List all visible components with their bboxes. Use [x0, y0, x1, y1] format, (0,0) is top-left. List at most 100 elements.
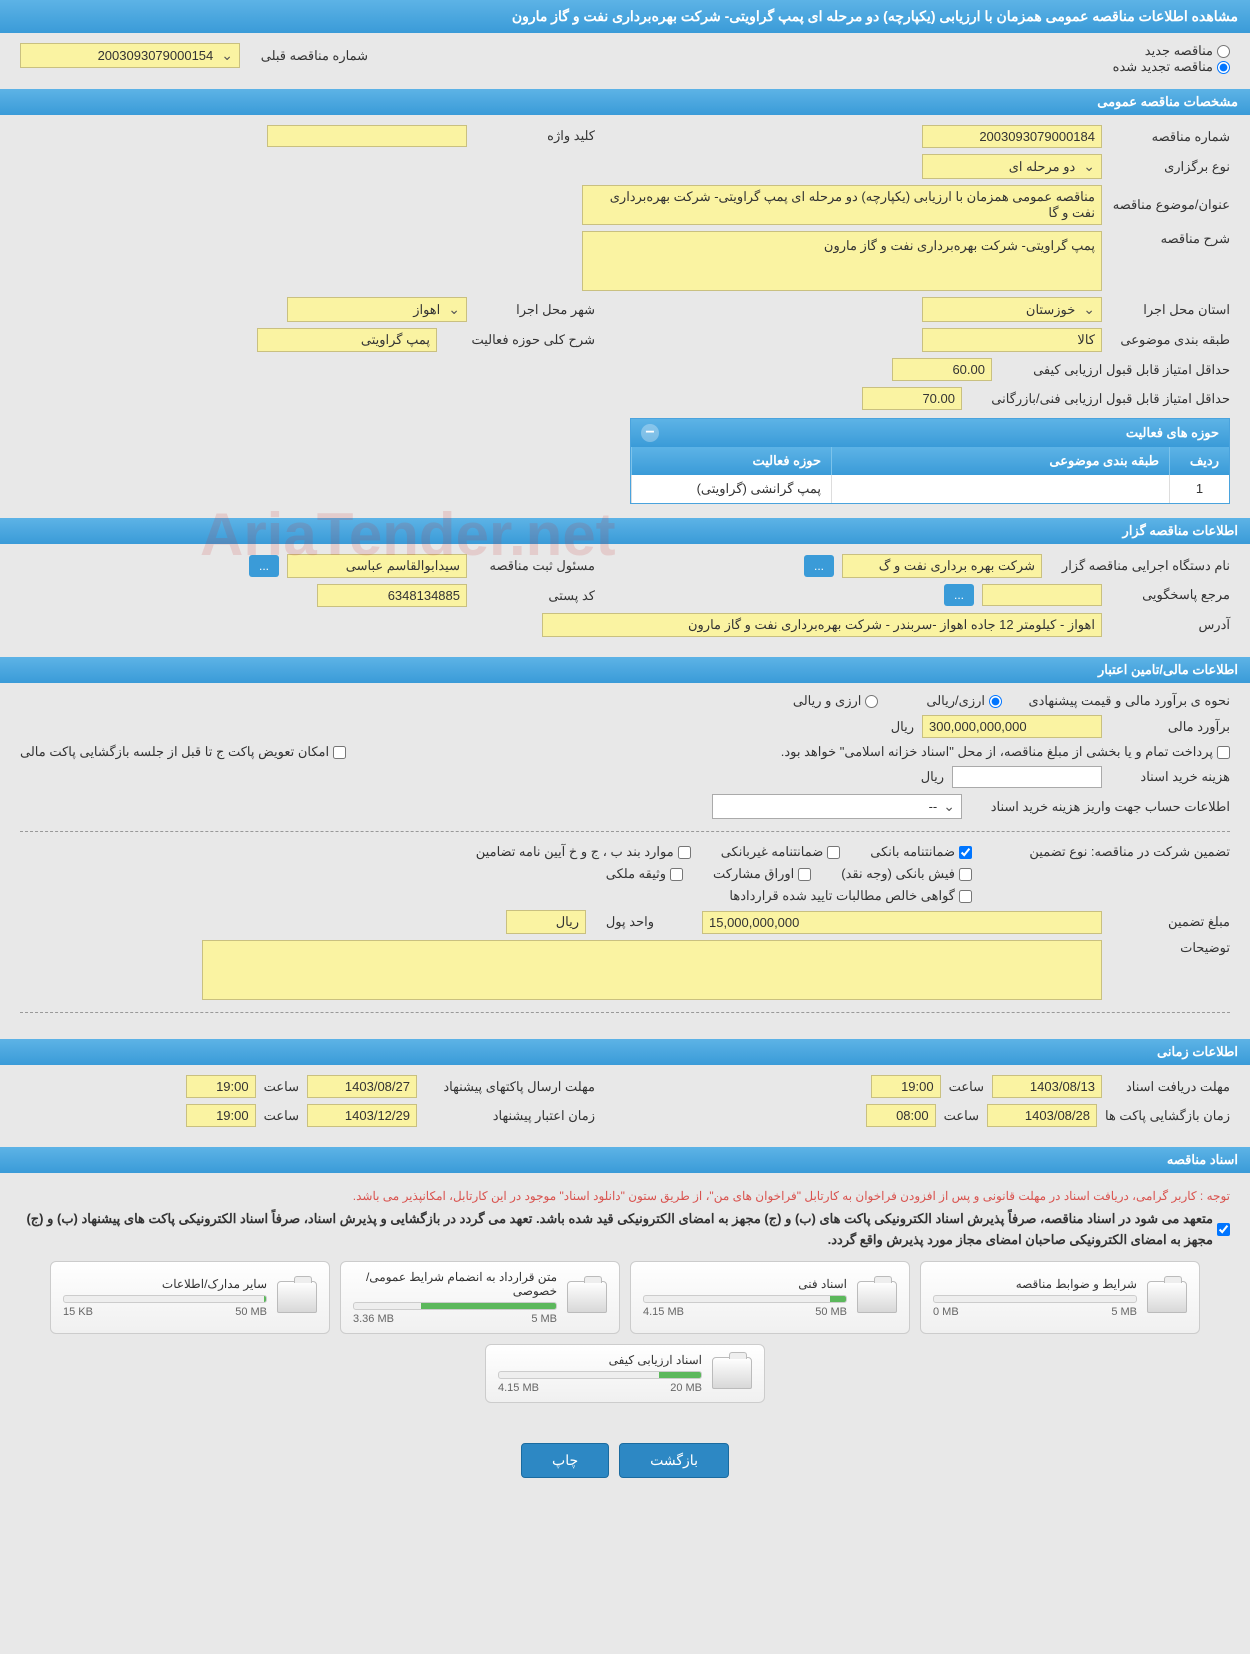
validity-date-field: 1403/12/29: [307, 1104, 417, 1127]
org-lookup-button[interactable]: ...: [804, 555, 834, 577]
responsible-lookup-button[interactable]: ...: [249, 555, 279, 577]
receive-deadline-label: مهلت دریافت اسناد: [1110, 1079, 1230, 1095]
tender-number-label: شماره مناقصه: [1110, 129, 1230, 145]
chk2-input[interactable]: [827, 846, 840, 859]
progress-fill: [421, 1303, 556, 1309]
file-card[interactable]: شرایط و ضوابط مناقصه0 MB5 MB: [920, 1261, 1200, 1334]
purchase-cost-field[interactable]: [952, 766, 1102, 788]
chk5-input[interactable]: [798, 868, 811, 881]
collapse-icon[interactable]: −: [641, 424, 659, 442]
receive-time-label: ساعت: [949, 1079, 984, 1095]
chk1-label: ضمانتنامه بانکی: [870, 844, 955, 860]
activity-table-title: حوزه های فعالیت: [1126, 425, 1219, 441]
progress-bar: [643, 1295, 847, 1303]
timing-area: مهلت دریافت اسناد 1403/08/13 ساعت 19:00 …: [0, 1065, 1250, 1143]
folder-icon: [567, 1281, 607, 1313]
chk-bonds[interactable]: اوراق مشارکت: [713, 866, 811, 882]
keyword-label: کلید واژه: [475, 128, 595, 144]
radio-new-input[interactable]: [1217, 45, 1230, 58]
account-info-label: اطلاعات حساب جهت واریز هزینه خرید اسناد: [970, 799, 1230, 815]
file-sizes: 0 MB5 MB: [933, 1306, 1137, 1318]
folder-icon: [857, 1281, 897, 1313]
progress-fill: [830, 1296, 846, 1302]
back-button[interactable]: بازگشت: [619, 1443, 729, 1478]
radio-new-tender[interactable]: مناقصه جدید: [1113, 43, 1230, 59]
postal-field: 6348134885: [317, 584, 467, 607]
purchase-cost-label: هزینه خرید اسناد: [1110, 769, 1230, 785]
chk-nonbank-guarantee[interactable]: ضمانتنامه غیربانکی: [721, 844, 841, 860]
divider-1: [20, 831, 1230, 832]
unit-label: واحد پول: [594, 914, 654, 930]
file-card[interactable]: اسناد ارزیابی کیفی4.15 MB20 MB: [485, 1344, 765, 1403]
postal-label: کد پستی: [475, 588, 595, 604]
print-button[interactable]: چاپ: [521, 1443, 609, 1478]
radio-renewed-tender[interactable]: مناقصه تجدید شده: [1113, 59, 1230, 75]
opening-label: زمان بازگشایی پاکت ها: [1105, 1108, 1230, 1124]
payment-note-label: پرداخت تمام و یا بخشی از مبلغ مناقصه، از…: [781, 744, 1213, 760]
subject-field: مناقصه عمومی همزمان با ارزیابی (یکپارچه)…: [582, 185, 1102, 225]
notes-field[interactable]: [202, 940, 1102, 1000]
file-info: اسناد فنی4.15 MB50 MB: [643, 1277, 847, 1318]
chk-regulation-items[interactable]: موارد بند ب ، ج و خ آیین نامه تضامین: [476, 844, 691, 860]
purchase-cost-unit: ریال: [921, 769, 944, 785]
type-label: نوع برگزاری: [1110, 159, 1230, 175]
file-used: 15 KB: [63, 1306, 93, 1318]
payment-note-checkbox[interactable]: [1217, 746, 1230, 759]
contact-field[interactable]: [982, 584, 1102, 606]
file-used: 3.36 MB: [353, 1313, 394, 1325]
radio-rial[interactable]: ارزی/ریالی: [926, 693, 1002, 709]
file-total: 50 MB: [235, 1306, 267, 1318]
chk-bank-guarantee[interactable]: ضمانتنامه بانکی: [870, 844, 972, 860]
estimate-method-label: نحوه ی برآورد مالی و قیمت پیشنهادی: [1010, 693, 1230, 709]
th-category: طبقه بندی موضوعی: [831, 447, 1169, 475]
commitment-checkbox-row[interactable]: متعهد می شود در اسناد مناقصه، صرفاً پذیر…: [20, 1209, 1230, 1251]
chk-cash[interactable]: فیش بانکی (وجه نقد): [841, 866, 972, 882]
city-dropdown[interactable]: اهواز: [287, 297, 467, 322]
file-info: اسناد ارزیابی کیفی4.15 MB20 MB: [498, 1353, 702, 1394]
opening-time-label: ساعت: [944, 1108, 979, 1124]
estimate-label: برآورد مالی: [1110, 719, 1230, 735]
chk-property[interactable]: وثیقه ملکی: [606, 866, 683, 882]
replace-note-label: امکان تعویض پاکت ج تا قبل از جلسه بازگشا…: [20, 744, 329, 760]
chk6-input[interactable]: [670, 868, 683, 881]
chk3-input[interactable]: [678, 846, 691, 859]
file-total: 5 MB: [1111, 1306, 1137, 1318]
radio-both-input[interactable]: [865, 695, 878, 708]
file-info: شرایط و ضوابط مناقصه0 MB5 MB: [933, 1277, 1137, 1318]
payment-note-check[interactable]: پرداخت تمام و یا بخشی از مبلغ مناقصه، از…: [781, 744, 1230, 760]
account-info-dropdown[interactable]: --: [712, 794, 962, 819]
contact-lookup-button[interactable]: ...: [944, 584, 974, 606]
radio-renewed-input[interactable]: [1217, 61, 1230, 74]
type-dropdown[interactable]: دو مرحله ای: [922, 154, 1102, 179]
desc-label: شرح مناقصه: [1110, 231, 1230, 247]
keyword-field[interactable]: [267, 125, 467, 147]
chk1-input[interactable]: [959, 846, 972, 859]
file-card[interactable]: متن قرارداد به انضمام شرایط عمومی/خصوصی3…: [340, 1261, 620, 1334]
prev-number-dropdown[interactable]: 2003093079000154: [20, 43, 240, 68]
th-activity: حوزه فعالیت: [631, 447, 831, 475]
opening-date-field: 1403/08/28: [987, 1104, 1097, 1127]
file-card[interactable]: سایر مدارک/اطلاعات15 KB50 MB: [50, 1261, 330, 1334]
notes-label: توضیحات: [1110, 940, 1230, 956]
province-dropdown[interactable]: خوزستان: [922, 297, 1102, 322]
chk6-label: وثیقه ملکی: [606, 866, 666, 882]
activity-table-head: ردیف طبقه بندی موضوعی حوزه فعالیت: [631, 447, 1229, 475]
guarantee-amount-field: 15,000,000,000: [702, 911, 1102, 934]
guarantee-amount-label: مبلغ تضمین: [1110, 914, 1230, 930]
file-used: 4.15 MB: [643, 1306, 684, 1318]
chk7-input[interactable]: [959, 890, 972, 903]
file-card[interactable]: اسناد فنی4.15 MB50 MB: [630, 1261, 910, 1334]
radio-both[interactable]: ارزی و ریالی: [793, 693, 879, 709]
replace-note-checkbox[interactable]: [333, 746, 346, 759]
opening-time-field: 08:00: [866, 1104, 936, 1127]
replace-note-check[interactable]: امکان تعویض پاکت ج تا قبل از جلسه بازگشا…: [20, 744, 346, 760]
chk-receivables[interactable]: گواهی خالص مطالبات تایید شده قراردادها: [729, 888, 972, 904]
commitment-checkbox[interactable]: [1217, 1223, 1230, 1236]
validity-time-field: 19:00: [186, 1104, 256, 1127]
file-total: 20 MB: [670, 1382, 702, 1394]
city-value: اهواز: [413, 302, 440, 318]
radio-rial-input[interactable]: [989, 695, 1002, 708]
folder-icon: [277, 1281, 317, 1313]
documents-area: توجه : کاربر گرامی، دریافت اسناد در مهلت…: [0, 1173, 1250, 1423]
chk4-input[interactable]: [959, 868, 972, 881]
